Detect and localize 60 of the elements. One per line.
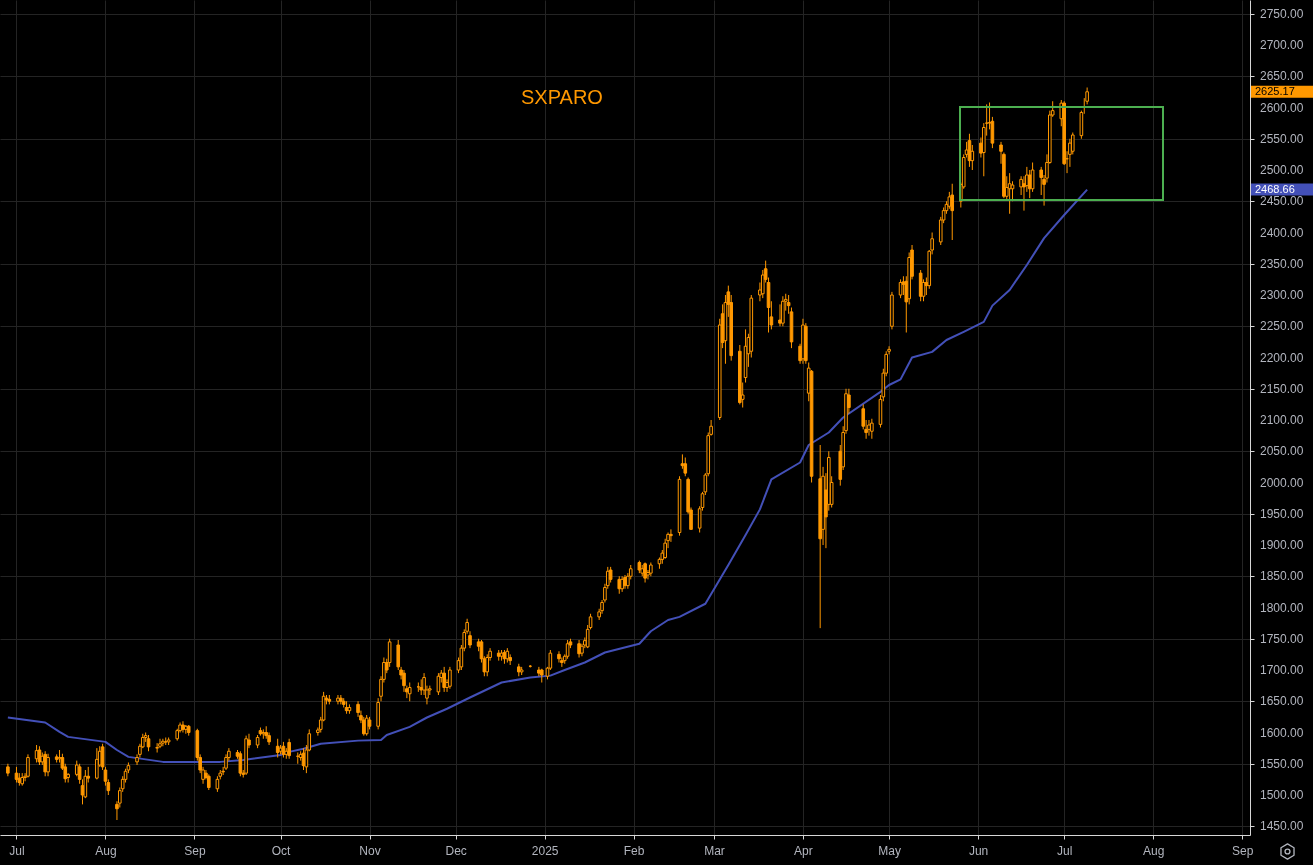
x-tick-label: Oct <box>271 843 292 858</box>
text: 2468.66 <box>1255 182 1295 195</box>
candlestick <box>155 742 159 753</box>
y-tick-label: 1700.00 <box>1260 663 1304 677</box>
candlestick <box>448 666 452 690</box>
x-tick-label: 2025 <box>531 843 559 858</box>
candlestick <box>683 457 688 477</box>
x-tick-label: Mar <box>704 843 725 858</box>
x-tick-label: Feb <box>623 843 645 858</box>
x-tick-label: May <box>878 843 901 858</box>
text: SXPARO <box>521 86 603 108</box>
y-tick-label: 2600.00 <box>1260 100 1304 115</box>
candlestick <box>95 747 99 780</box>
y-tick-label: 1450.00 <box>1260 819 1304 834</box>
y-tick-label: 1950.00 <box>1260 506 1304 521</box>
y-tick-label: 2200.00 <box>1260 350 1304 365</box>
x-tick-label: Aug <box>1142 843 1165 858</box>
candlestick <box>867 419 871 437</box>
text: 2625.17 <box>1255 84 1295 97</box>
x-tick-label: Jun <box>968 843 989 858</box>
y-tick-label: 2650.00 <box>1260 69 1304 84</box>
y-tick-label: 2150.00 <box>1260 381 1304 396</box>
y-tick-label: 1500.00 <box>1260 788 1304 802</box>
y-tick-label: 2750.00 <box>1260 6 1304 21</box>
x-tick-label: Nov <box>359 843 381 858</box>
x-tick-label: Sep <box>1231 843 1254 858</box>
y-tick-label: 2000.00 <box>1260 475 1304 490</box>
x-tick-label: Sep <box>184 843 206 858</box>
x-tick-label: Jul <box>9 843 25 858</box>
y-tick-label: 2350.00 <box>1260 256 1304 271</box>
candlestick <box>158 738 162 749</box>
y-tick-label: 1650.00 <box>1260 694 1304 709</box>
x-tick-label: Apr <box>794 843 813 858</box>
y-tick-label: 1600.00 <box>1260 725 1304 740</box>
y-tick-label: 2300.00 <box>1260 288 1304 302</box>
candlestick <box>970 144 975 171</box>
candlestick <box>557 650 561 663</box>
candlestick <box>26 753 30 778</box>
y-tick-label: 2700.00 <box>1260 38 1304 52</box>
x-tick-label: Aug <box>95 843 117 858</box>
candlestick <box>46 753 50 777</box>
x-tick-label: Dec <box>445 843 467 858</box>
candlestick <box>870 418 874 440</box>
y-tick-label: 2050.00 <box>1260 444 1304 459</box>
y-tick-label: 1850.00 <box>1260 569 1304 584</box>
y-tick-label: 2400.00 <box>1260 225 1304 240</box>
line-series <box>6 188 1089 763</box>
candlestick <box>436 672 441 696</box>
y-tick-label: 2250.00 <box>1260 319 1304 334</box>
y-tick-label: 2100.00 <box>1260 413 1304 427</box>
y-tick-label: 2500.00 <box>1260 163 1304 177</box>
y-tick-label: 1900.00 <box>1260 538 1304 552</box>
y-tick-label: 2450.00 <box>1260 194 1304 209</box>
x-tick-label: Jul <box>1056 843 1073 858</box>
candlestick <box>407 682 412 702</box>
y-tick-label: 1750.00 <box>1260 631 1304 646</box>
y-tick-label: 1550.00 <box>1260 756 1304 771</box>
candlestick <box>918 269 923 302</box>
y-tick-label: 1800.00 <box>1260 600 1304 615</box>
y-tick-label: 2550.00 <box>1260 131 1304 146</box>
